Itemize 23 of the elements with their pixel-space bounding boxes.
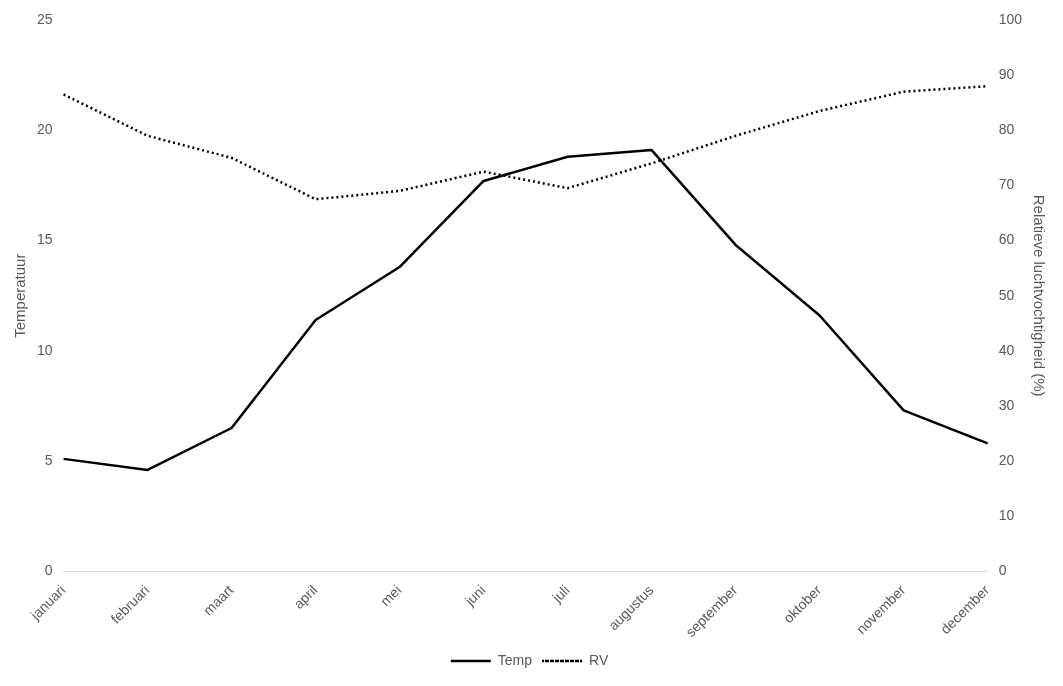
y2-tick-label: 60: [998, 231, 1015, 248]
y2-axis-title: Relatieve luchtvochtigheid (%): [1030, 194, 1048, 397]
y-tick-label: 0: [44, 562, 53, 579]
y2-tick-label: 70: [998, 176, 1015, 193]
x-tick-label: mei: [377, 581, 405, 610]
y-tick-label: 10: [36, 341, 53, 358]
y-tick-label: 25: [36, 10, 53, 27]
y2-tick-label: 50: [998, 286, 1015, 303]
y2-tick-label: 10: [998, 507, 1015, 524]
y-tick-label: 15: [36, 231, 53, 248]
y2-tick-label: 80: [998, 121, 1015, 138]
y2-tick-label: 90: [998, 65, 1015, 82]
y2-tick-label: 100: [998, 10, 1023, 27]
y-tick-label: 20: [36, 121, 53, 138]
y-axis-title: Temperatuur: [11, 253, 29, 338]
y2-tick-label: 30: [998, 396, 1015, 413]
y2-tick-label: 20: [998, 451, 1015, 468]
legend-label: Temp: [497, 651, 533, 668]
legend-label: RV: [589, 651, 609, 668]
y2-tick-label: 0: [998, 562, 1007, 579]
x-tick-label: juli: [548, 581, 573, 606]
y-tick-label: 5: [44, 451, 53, 468]
y2-tick-label: 40: [998, 341, 1015, 358]
